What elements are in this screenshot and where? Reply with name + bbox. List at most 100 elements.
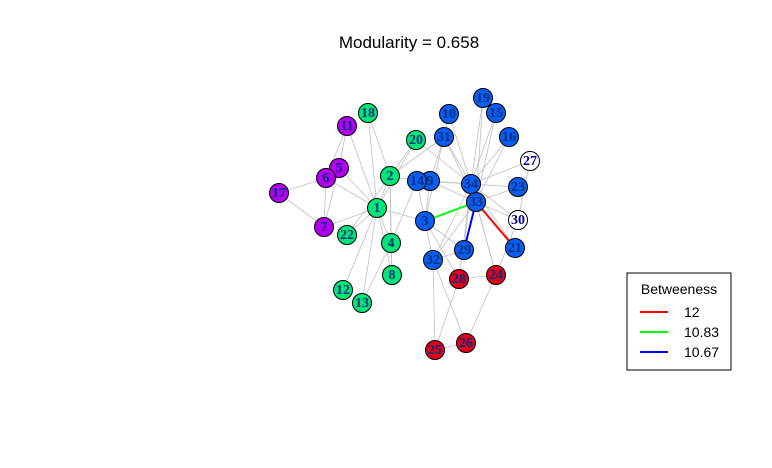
edge-27-34 bbox=[470, 160, 531, 185]
node-label: 17 bbox=[272, 186, 286, 201]
node-circle bbox=[381, 233, 401, 253]
node-circle bbox=[508, 210, 528, 230]
legend: Betweeness 12 10.83 10.67 bbox=[626, 272, 732, 371]
edge-1-12 bbox=[342, 207, 378, 291]
node-circle bbox=[454, 240, 474, 260]
node-circle bbox=[415, 211, 435, 231]
node-label: 27 bbox=[523, 154, 537, 169]
node-label: 12 bbox=[336, 283, 350, 298]
node-2: 2 bbox=[380, 166, 400, 186]
node-circle bbox=[316, 168, 336, 188]
node-circle bbox=[423, 250, 443, 270]
node-label: 26 bbox=[459, 336, 473, 351]
node-28: 28 bbox=[449, 269, 469, 289]
node-15: 15 bbox=[486, 103, 506, 123]
node-circle bbox=[449, 269, 469, 289]
node-label: 4 bbox=[388, 236, 395, 251]
node-label: 14 bbox=[410, 174, 424, 189]
edge-20-34 bbox=[415, 139, 472, 185]
edge-4-13 bbox=[361, 242, 392, 304]
edge-19-34 bbox=[470, 97, 484, 185]
legend-label: 12 bbox=[684, 304, 700, 320]
node-circle bbox=[456, 333, 476, 353]
node-24: 24 bbox=[486, 265, 506, 285]
edge-25-28 bbox=[434, 278, 460, 351]
node-label: 6 bbox=[323, 171, 330, 186]
node-31: 31 bbox=[434, 127, 454, 147]
edge-3-28 bbox=[424, 220, 460, 280]
edge-16-34 bbox=[470, 136, 510, 185]
edge-2-31 bbox=[389, 136, 445, 177]
node-33: 33 bbox=[466, 192, 486, 212]
node-4: 4 bbox=[381, 233, 401, 253]
node-label: 15 bbox=[489, 106, 503, 121]
node-circle bbox=[499, 127, 519, 147]
node-label: 7 bbox=[321, 220, 328, 235]
node-circle bbox=[314, 217, 334, 237]
node-circle bbox=[337, 116, 357, 136]
legend-items: 12 10.83 10.67 bbox=[640, 304, 719, 360]
node-circle bbox=[337, 225, 357, 245]
node-34: 34 bbox=[461, 174, 481, 194]
node-19: 19 bbox=[473, 88, 493, 108]
node-10: 10 bbox=[439, 104, 459, 124]
node-3: 3 bbox=[415, 211, 435, 231]
node-21: 21 bbox=[505, 238, 525, 258]
node-label: 8 bbox=[389, 268, 396, 283]
edge-26-32 bbox=[432, 259, 467, 344]
node-circle bbox=[461, 174, 481, 194]
node-circle bbox=[333, 280, 353, 300]
node-14: 14 bbox=[407, 171, 427, 191]
node-label: 10 bbox=[442, 107, 456, 122]
edge-25-32 bbox=[432, 259, 436, 351]
node-circle bbox=[382, 265, 402, 285]
node-label: 25 bbox=[428, 343, 442, 358]
legend-label: 10.83 bbox=[684, 324, 719, 340]
node-12: 12 bbox=[333, 280, 353, 300]
node-18: 18 bbox=[358, 103, 378, 123]
edge-1-13 bbox=[361, 207, 378, 304]
node-label: 31 bbox=[437, 130, 451, 145]
node-label: 30 bbox=[511, 213, 525, 228]
node-30: 30 bbox=[508, 210, 528, 230]
edge-24-26 bbox=[465, 274, 497, 344]
edge-5-7 bbox=[323, 167, 340, 228]
node-label: 34 bbox=[464, 177, 478, 192]
node-circle bbox=[406, 130, 426, 150]
node-23: 23 bbox=[508, 177, 528, 197]
node-22: 22 bbox=[337, 225, 357, 245]
node-circle bbox=[439, 104, 459, 124]
node-label: 18 bbox=[361, 106, 375, 121]
node-1: 1 bbox=[367, 198, 387, 218]
node-circle bbox=[425, 340, 445, 360]
node-circle bbox=[486, 265, 506, 285]
edge-32-34 bbox=[432, 183, 472, 261]
node-27: 27 bbox=[520, 151, 540, 171]
node-circle bbox=[269, 183, 289, 203]
node-11: 11 bbox=[337, 116, 357, 136]
edge-10-34 bbox=[448, 113, 472, 185]
node-circle bbox=[367, 198, 387, 218]
node-label: 28 bbox=[452, 272, 466, 287]
node-label: 33 bbox=[469, 195, 483, 210]
node-16: 16 bbox=[499, 127, 519, 147]
node-circle bbox=[486, 103, 506, 123]
node-circle bbox=[473, 88, 493, 108]
node-25: 25 bbox=[425, 340, 445, 360]
edge-32-33 bbox=[432, 201, 477, 261]
node-26: 26 bbox=[456, 333, 476, 353]
node-label: 29 bbox=[457, 243, 471, 258]
edge-16-33 bbox=[475, 136, 510, 203]
node-circle bbox=[352, 293, 372, 313]
node-label: 19 bbox=[476, 91, 490, 106]
edge-1-18 bbox=[367, 112, 378, 209]
node-32: 32 bbox=[423, 250, 443, 270]
node-8: 8 bbox=[382, 265, 402, 285]
edge-2-18 bbox=[367, 112, 391, 177]
node-circle bbox=[380, 166, 400, 186]
node-label: 3 bbox=[422, 214, 429, 229]
node-label: 21 bbox=[508, 241, 522, 256]
node-circle bbox=[520, 151, 540, 171]
legend-label: 10.67 bbox=[684, 344, 719, 360]
node-label: 23 bbox=[511, 180, 525, 195]
